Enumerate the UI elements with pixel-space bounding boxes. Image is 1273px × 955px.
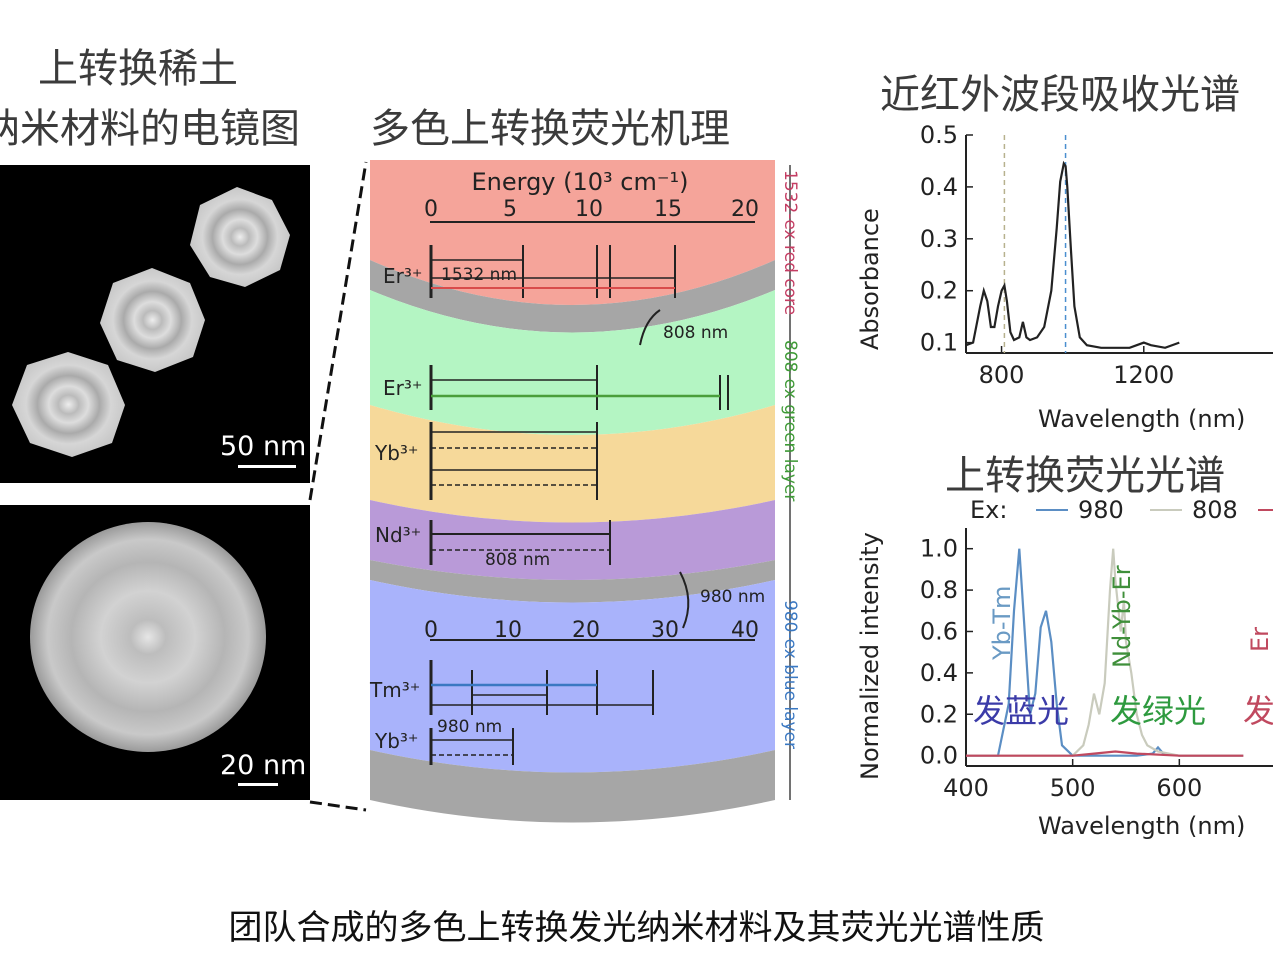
ion-tm: Tm³⁺: [369, 678, 420, 702]
y-tick-label: 1.0: [920, 535, 958, 563]
bottom-tick-10: 10: [494, 618, 522, 643]
excitation-arrow-980: [679, 571, 690, 629]
emission-header: 上转换荧光光谱: [945, 453, 1225, 499]
label-1532nm: 1532 nm: [441, 265, 517, 285]
scale-bar-bottom: [238, 783, 278, 786]
y-tick-label: 0.2: [920, 277, 958, 305]
bottom-tick-40: 40: [731, 618, 759, 643]
bottom-tick-20: 20: [572, 618, 600, 643]
series-line: [965, 160, 1180, 349]
ion-er-red: Er³⁺: [383, 264, 422, 288]
y-tick-label: 0.8: [920, 576, 958, 604]
layer-blue: [370, 580, 775, 773]
scale-bar-top: [238, 465, 296, 468]
top-tick-10: 10: [575, 197, 603, 222]
figure-caption: 团队合成的多色上转换发光纳米材料及其荧光光谱性质: [228, 908, 1045, 948]
annot-green: 发绿光: [1110, 692, 1206, 730]
abs-xlabel: Wavelength (nm): [1038, 405, 1245, 433]
energy-diagram: Energy (10³ cm⁻¹) 0 5 10 15 20 Er³⁺ 1532…: [369, 160, 800, 823]
layer-yb: [370, 405, 775, 523]
layer-label-red: 1532-ex red core: [780, 170, 800, 315]
particle-2: [100, 268, 205, 372]
shell-gray-1: [370, 260, 775, 333]
label-980nm-yb: 980 nm: [437, 717, 502, 737]
particle-3: [12, 352, 125, 457]
tem-particle-bottom: [30, 522, 266, 752]
series-line: [966, 548, 1244, 757]
absorption-chart: Absorbance Wavelength (nm) 0.10.20.30.40…: [856, 121, 1273, 433]
particle-1: [190, 187, 290, 287]
y-tick-label: 0.4: [920, 173, 958, 201]
shell-gray-3: [370, 750, 775, 823]
em-ylabel: Normalized intensity: [856, 532, 884, 780]
top-tick-0: 0: [424, 197, 438, 222]
bottom-ticks: 0 10 20 30 40: [424, 618, 759, 643]
scale-label-bottom: 20 nm: [220, 750, 307, 781]
ion-yb: Yb³⁺: [374, 441, 419, 465]
layer-nd: [370, 500, 775, 580]
excitation-arrow-808: [639, 309, 661, 346]
top-tick-15: 15: [654, 197, 682, 222]
annot-red: 发: [1243, 692, 1273, 730]
em-plot-area: 0.0 0.2 0.4 0.6 0.8 1.0 400 500 600: [920, 528, 1273, 802]
top-tick-5: 5: [503, 197, 517, 222]
bottom-tick-0: 0: [424, 618, 438, 643]
zoom-connectors: [308, 161, 368, 812]
tem-header-line2: 纳米材料的电镜图: [0, 106, 300, 152]
em-legend-808: 808: [1192, 496, 1238, 524]
x-tick-label: 400: [943, 774, 989, 802]
y-tick-label: 0.5: [920, 121, 958, 149]
label-808nm-nd: 808 nm: [485, 550, 550, 570]
y-tick-label: 0.2: [920, 700, 958, 728]
tem-image-bottom: 20 nm: [0, 505, 310, 800]
emission-chart: Ex: 980 808 Normalized intensity Wavelen…: [856, 496, 1273, 840]
tem-image-top: 50 nm: [0, 165, 310, 483]
energy-axis-title: Energy (10³ cm⁻¹): [471, 168, 688, 196]
layer-label-green: 808-ex green layer: [780, 340, 800, 501]
layer-green: [370, 290, 775, 435]
layer-label-blue: 980-ex blue layer: [780, 600, 800, 749]
label-980nm: 980 nm: [700, 587, 765, 607]
top-tick-20: 20: [731, 197, 759, 222]
y-tick-label: 0.4: [920, 659, 958, 687]
layer-red-core: [370, 160, 775, 305]
tem-header-line1: 上转换稀土: [38, 46, 238, 92]
annot-blue: 发蓝光: [973, 692, 1069, 730]
ion-nd: Nd³⁺: [375, 523, 421, 547]
ion-er-green: Er³⁺: [383, 376, 422, 400]
shell-gray-2: [370, 560, 775, 603]
series-line: [966, 750, 1244, 757]
annot-nd-yb-er: Nd-Yb-Er: [1108, 565, 1136, 668]
top-ticks: 0 5 10 15 20: [424, 197, 759, 222]
x-tick-label: 1200: [1113, 361, 1174, 389]
particle-large: [30, 522, 266, 752]
y-tick-label: 0.0: [920, 742, 958, 770]
em-xlabel: Wavelength (nm): [1038, 812, 1245, 840]
tem-particles-top: [12, 187, 290, 457]
scale-label-top: 50 nm: [220, 431, 307, 462]
bottom-tick-30: 30: [651, 618, 679, 643]
y-tick-label: 0.6: [920, 617, 958, 645]
abs-plot-area: 0.1 0.2 0.3 0.4 0.5 800 1200: [920, 121, 1273, 389]
abs-ylabel: Absorbance: [856, 208, 884, 350]
em-legend-980: 980: [1078, 496, 1124, 524]
ion-yb-lower: Yb³⁺: [374, 729, 419, 753]
annot-er: Er: [1246, 627, 1273, 652]
em-legend-title: Ex:: [970, 496, 1007, 524]
x-tick-label: 800: [979, 361, 1025, 389]
x-tick-label: 500: [1050, 774, 1096, 802]
absorption-header: 近红外波段吸收光谱: [880, 72, 1240, 118]
x-tick-label: 600: [1156, 774, 1202, 802]
annot-yb-tm: Yb-Tm: [988, 586, 1016, 661]
label-808nm: 808 nm: [663, 323, 728, 343]
y-tick-label: 0.1: [920, 329, 958, 357]
mechanism-header: 多色上转换荧光机理: [370, 106, 730, 152]
y-tick-label: 0.3: [920, 225, 958, 253]
